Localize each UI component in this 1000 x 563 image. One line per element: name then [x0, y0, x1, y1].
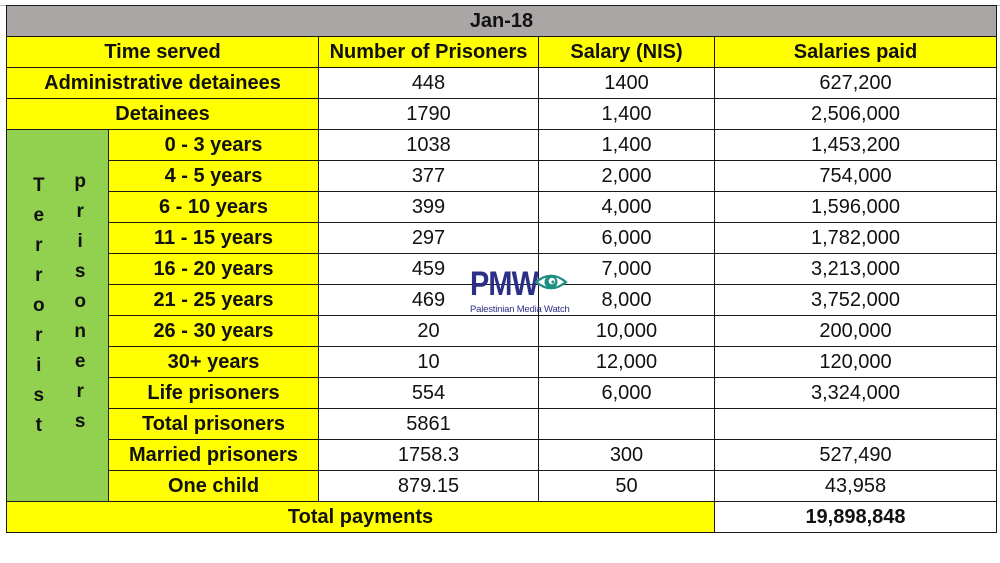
salary-cell: 50 [538, 470, 715, 502]
row-label: Administrative detainees [6, 67, 319, 99]
header-number-of-prisoners: Number of Prisoners [318, 36, 539, 68]
salary-cell: 6,000 [538, 377, 715, 409]
prisoners-cell: 554 [318, 377, 539, 409]
prisoners-cell: 469 [318, 284, 539, 316]
prisoners-cell: 5861 [318, 408, 539, 440]
row-label: 30+ years [108, 346, 319, 378]
salary-cell: 10,000 [538, 315, 715, 347]
row-label: Life prisoners [108, 377, 319, 409]
salary-cell: 1400 [538, 67, 715, 99]
header-row: Time served Number of Prisoners Salary (… [6, 36, 997, 68]
paid-cell: 627,200 [714, 67, 997, 99]
table-row: 11 - 15 years 297 6,000 1,782,000 [7, 222, 997, 254]
salary-cell: 6,000 [538, 222, 715, 254]
table-row: 16 - 20 years 459 7,000 3,213,000 [7, 253, 997, 285]
row-label: 26 - 30 years [108, 315, 319, 347]
row-label: 6 - 10 years [108, 191, 319, 223]
paid-cell: 1,453,200 [714, 129, 997, 161]
row-label: Total prisoners [108, 408, 319, 440]
table-row: Married prisoners 1758.3 300 527,490 [7, 439, 997, 471]
paid-cell [714, 408, 997, 440]
salary-cell: 7,000 [538, 253, 715, 285]
salary-cell: 1,400 [538, 98, 715, 130]
salary-cell [538, 408, 715, 440]
paid-cell: 1,596,000 [714, 191, 997, 223]
paid-cell: 200,000 [714, 315, 997, 347]
prisoners-cell: 377 [318, 160, 539, 192]
salary-cell: 1,400 [538, 129, 715, 161]
prisoners-cell: 1758.3 [318, 439, 539, 471]
title-row: Jan-18 [6, 5, 997, 37]
header-time-served: Time served [6, 36, 319, 68]
table-row: Administrative detainees 448 1400 627,20… [6, 67, 997, 99]
paid-cell: 2,506,000 [714, 98, 997, 130]
row-label: 4 - 5 years [108, 160, 319, 192]
paid-cell: 43,958 [714, 470, 997, 502]
salary-cell: 8,000 [538, 284, 715, 316]
paid-cell: 3,324,000 [714, 377, 997, 409]
prisoners-cell: 1790 [318, 98, 539, 130]
row-label: Married prisoners [108, 439, 319, 471]
row-label: Detainees [6, 98, 319, 130]
header-salaries-paid: Salaries paid [714, 36, 997, 68]
prisoners-cell: 10 [318, 346, 539, 378]
table-row: Detainees 1790 1,400 2,506,000 [6, 98, 997, 130]
table-row: 21 - 25 years 469 8,000 3,752,000 [7, 284, 997, 316]
table-row: One child 879.15 50 43,958 [7, 470, 997, 502]
paid-cell: 527,490 [714, 439, 997, 471]
salary-cell: 12,000 [538, 346, 715, 378]
prisoners-cell: 399 [318, 191, 539, 223]
paid-cell: 754,000 [714, 160, 997, 192]
row-label: One child [108, 470, 319, 502]
total-row: Total payments 19,898,848 [6, 501, 997, 533]
row-label: 11 - 15 years [108, 222, 319, 254]
salary-cell: 300 [538, 439, 715, 471]
header-salary: Salary (NIS) [538, 36, 715, 68]
table-row: 6 - 10 years 399 4,000 1,596,000 [7, 191, 997, 223]
prisoners-cell: 448 [318, 67, 539, 99]
row-label: 16 - 20 years [108, 253, 319, 285]
row-label: 0 - 3 years [108, 129, 319, 161]
total-payments-label: Total payments [6, 501, 715, 533]
table-row: Total prisoners 5861 [7, 408, 997, 440]
paid-cell: 120,000 [714, 346, 997, 378]
prisoners-cell: 1038 [318, 129, 539, 161]
salary-cell: 2,000 [538, 160, 715, 192]
row-label: 21 - 25 years [108, 284, 319, 316]
table-title: Jan-18 [6, 5, 997, 37]
prisoners-cell: 459 [318, 253, 539, 285]
table-row: 30+ years 10 12,000 120,000 [7, 346, 997, 378]
prisoners-cell: 879.15 [318, 470, 539, 502]
salary-cell: 4,000 [538, 191, 715, 223]
prisoners-cell: 297 [318, 222, 539, 254]
paid-cell: 1,782,000 [714, 222, 997, 254]
prisoners-cell: 20 [318, 315, 539, 347]
paid-cell: 3,213,000 [714, 253, 997, 285]
table-row: Life prisoners 554 6,000 3,324,000 [7, 377, 997, 409]
table-row: 26 - 30 years 20 10,000 200,000 [7, 315, 997, 347]
paid-cell: 3,752,000 [714, 284, 997, 316]
table-row: 4 - 5 years 377 2,000 754,000 [7, 160, 997, 192]
salary-table: Jan-18 Time served Number of Prisoners S… [6, 5, 997, 533]
total-payments-value: 19,898,848 [714, 501, 997, 533]
